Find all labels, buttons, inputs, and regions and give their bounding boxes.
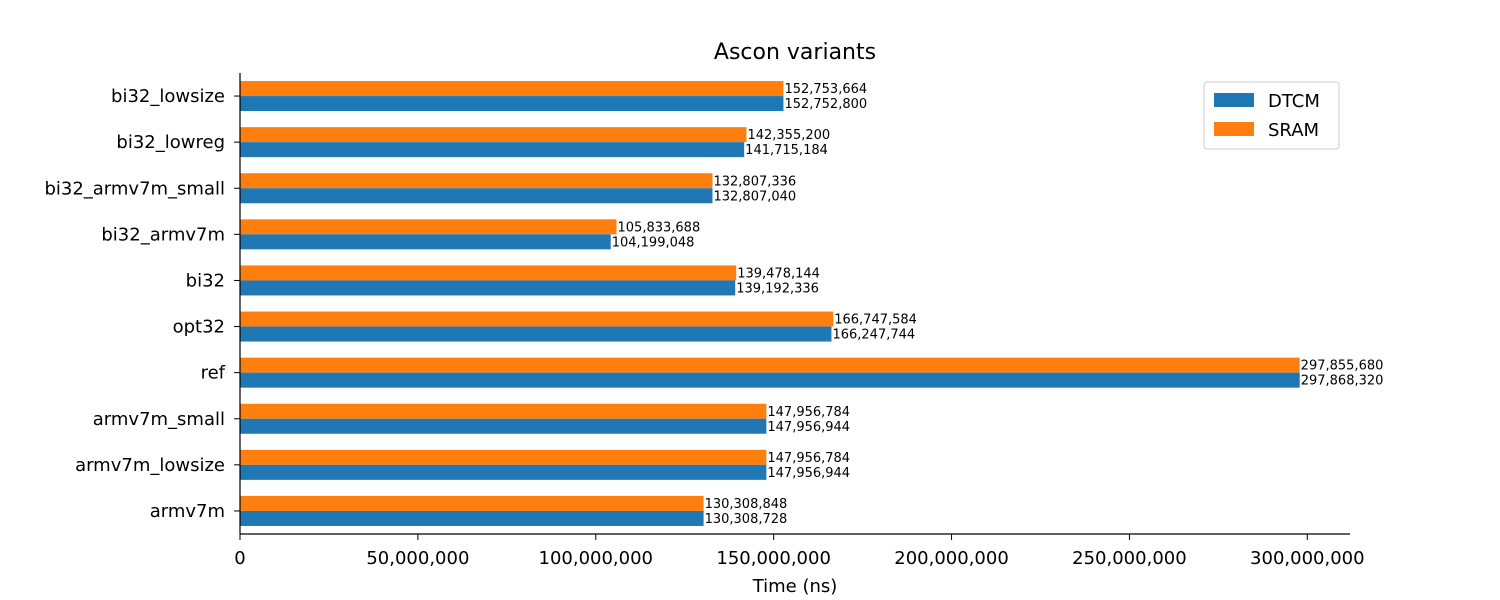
x-tick-label-6: 300,000,000 <box>1250 548 1365 569</box>
value-label-sram-bi32: 139,478,144 <box>737 266 820 281</box>
value-label-sram-bi32_lowsize: 152,753,664 <box>784 82 867 97</box>
bar-dtcm-bi32_armv7m <box>240 234 611 250</box>
bar-sram-armv7m <box>240 495 704 511</box>
y-tick-label-bi32_lowsize: bi32_lowsize <box>111 86 225 107</box>
legend-swatch-sram <box>1214 122 1254 136</box>
bar-sram-bi32_lowreg <box>240 127 747 143</box>
bar-dtcm-bi32_lowreg <box>240 142 745 158</box>
value-label-sram-opt32: 166,747,584 <box>834 313 917 328</box>
value-label-sram-bi32_armv7m: 105,833,688 <box>618 220 701 235</box>
value-label-dtcm-opt32: 166,247,744 <box>832 328 915 343</box>
bar-sram-armv7m_lowsize <box>240 449 767 465</box>
value-label-sram-ref: 297,855,680 <box>1301 359 1384 374</box>
bar-dtcm-opt32 <box>240 326 832 342</box>
bars-layer <box>240 81 1300 526</box>
x-tick-label-5: 250,000,000 <box>1072 548 1187 569</box>
value-label-dtcm-bi32: 139,192,336 <box>736 281 819 296</box>
x-tick-label-4: 200,000,000 <box>894 548 1009 569</box>
bar-sram-armv7m_small <box>240 403 767 419</box>
value-label-dtcm-bi32_armv7m_small: 132,807,040 <box>713 189 796 204</box>
bar-sram-opt32 <box>240 311 834 327</box>
bar-dtcm-armv7m <box>240 510 704 526</box>
x-tick-label-2: 100,000,000 <box>539 548 654 569</box>
value-label-dtcm-ref: 297,868,320 <box>1301 374 1384 389</box>
value-label-sram-armv7m_small: 147,956,784 <box>767 405 850 420</box>
chart-title: Ascon variants <box>714 40 876 65</box>
y-tick-label-opt32: opt32 <box>173 317 225 338</box>
value-label-dtcm-armv7m_small: 147,956,944 <box>767 420 850 435</box>
bar-dtcm-bi32 <box>240 280 736 296</box>
axes-layer: bi32_lowsize bi32_lowreg bi32_armv7m_small… <box>44 73 1365 569</box>
x-tick-label-0: 0 <box>234 548 245 569</box>
value-label-sram-bi32_lowreg: 142,355,200 <box>747 128 830 143</box>
y-tick-label-armv7m_small: armv7m_small <box>93 409 225 430</box>
y-tick-label-bi32_lowreg: bi32_lowreg <box>116 132 225 153</box>
y-tick-label-ref: ref <box>201 363 226 384</box>
bar-dtcm-ref <box>240 372 1300 388</box>
y-tick-label-bi32_armv7m_small: bi32_armv7m_small <box>44 178 225 199</box>
bar-sram-bi32_armv7m_small <box>240 173 713 189</box>
value-label-sram-armv7m_lowsize: 147,956,784 <box>767 451 850 466</box>
legend-label-dtcm: DTCM <box>1268 91 1320 112</box>
value-label-dtcm-bi32_armv7m: 104,199,048 <box>612 235 695 250</box>
legend-label-sram: SRAM <box>1268 120 1319 141</box>
y-tick-label-armv7m: armv7m <box>150 501 225 522</box>
bar-dtcm-bi32_armv7m_small <box>240 188 713 204</box>
value-label-sram-armv7m: 130,308,848 <box>705 497 788 512</box>
bar-dtcm-armv7m_lowsize <box>240 464 767 480</box>
bar-dtcm-bi32_lowsize <box>240 96 784 112</box>
bar-sram-ref <box>240 357 1300 373</box>
value-label-dtcm-bi32_lowsize: 152,752,800 <box>784 97 867 112</box>
legend: DTCM SRAM <box>1203 81 1340 150</box>
bar-sram-bi32_armv7m <box>240 219 617 235</box>
value-label-sram-bi32_armv7m_small: 132,807,336 <box>713 174 796 189</box>
bar-sram-bi32 <box>240 265 737 281</box>
y-tick-label-bi32: bi32 <box>186 270 225 291</box>
y-tick-label-bi32_armv7m: bi32_armv7m <box>101 224 225 245</box>
x-axis-title: Time (ns) <box>752 576 838 597</box>
value-label-dtcm-armv7m: 130,308,728 <box>705 512 788 527</box>
legend-swatch-dtcm <box>1214 93 1254 107</box>
x-tick-label-3: 150,000,000 <box>716 548 831 569</box>
value-label-dtcm-armv7m_lowsize: 147,956,944 <box>767 466 850 481</box>
bar-sram-bi32_lowsize <box>240 81 784 97</box>
x-tick-label-1: 50,000,000 <box>366 548 469 569</box>
bar-dtcm-armv7m_small <box>240 418 767 434</box>
y-tick-label-armv7m_lowsize: armv7m_lowsize <box>75 455 225 476</box>
value-label-dtcm-bi32_lowreg: 141,715,184 <box>745 143 828 158</box>
